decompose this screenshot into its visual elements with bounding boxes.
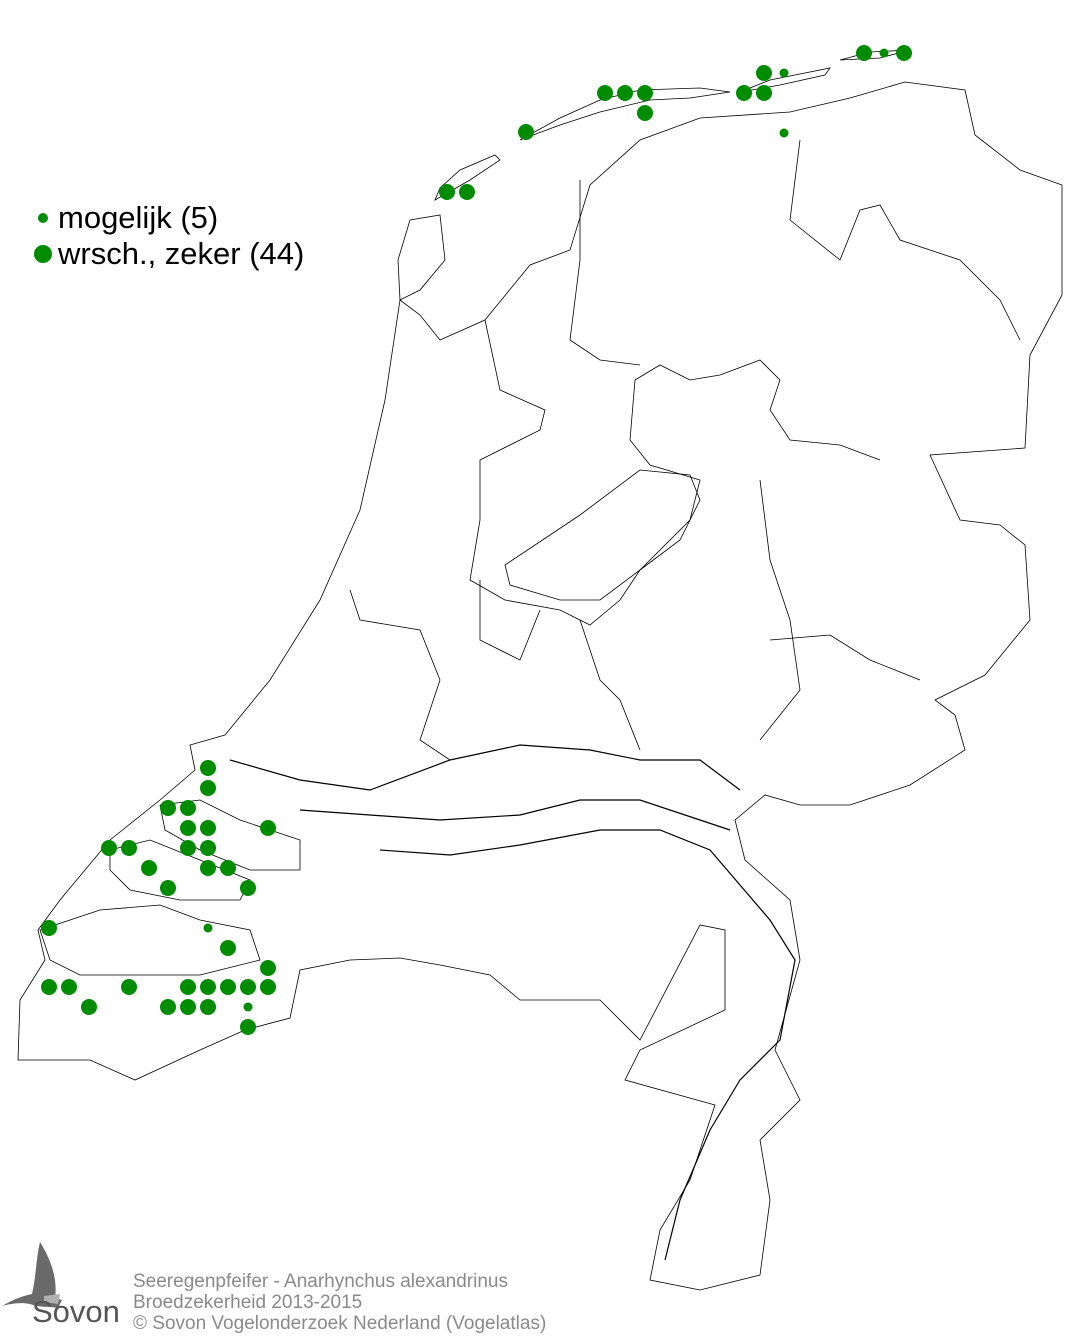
dot-probable [200, 820, 216, 836]
dot-probable [756, 65, 772, 81]
dot-probable [180, 820, 196, 836]
dot-probable [180, 840, 196, 856]
dot-probable [260, 820, 276, 836]
dot-probable [637, 105, 653, 121]
dot-probable [637, 85, 653, 101]
legend: mogelijk (5) wrsch., zeker (44) [28, 200, 304, 272]
large-dot-icon [34, 245, 52, 263]
dot-probable [896, 45, 912, 61]
dot-probable [459, 184, 475, 200]
river-waal [299, 799, 731, 831]
river-rhine [229, 744, 741, 791]
dot-probable [121, 840, 137, 856]
dot-probable [180, 999, 196, 1015]
dot-possible [779, 68, 789, 78]
dot-probable [141, 860, 157, 876]
dot-probable [856, 45, 872, 61]
dot-probable [439, 184, 455, 200]
dot-probable [200, 979, 216, 995]
dot-probable [61, 979, 77, 995]
sovon-bird-logo-icon [2, 1242, 62, 1308]
dot-probable [180, 800, 196, 816]
footer: Seeregenpfeifer - Anarhynchus alexandrin… [133, 1271, 546, 1334]
dot-probable [41, 979, 57, 995]
dot-probable [200, 840, 216, 856]
dot-probable [200, 760, 216, 776]
legend-item-probable: wrsch., zeker (44) [28, 236, 304, 272]
dot-possible [203, 923, 213, 933]
map-outline [17, 49, 1063, 1291]
flevoland [504, 469, 701, 601]
river-maas [379, 829, 796, 1261]
dot-probable [200, 999, 216, 1015]
dot-probable [200, 860, 216, 876]
dot-probable [160, 880, 176, 896]
species-title: Seeregenpfeifer - Anarhynchus alexandrin… [133, 1271, 508, 1292]
dot-probable [220, 979, 236, 995]
legend-label: mogelijk (5) [58, 200, 219, 235]
dot-probable [240, 880, 256, 896]
dot-probable [260, 979, 276, 995]
map-subtitle: Broedzekerheid 2013-2015 [133, 1292, 363, 1313]
zeeland-islands [39, 799, 301, 976]
dot-probable [220, 860, 236, 876]
dot-probable [41, 920, 57, 936]
dot-probable [160, 800, 176, 816]
dot-probable [597, 85, 613, 101]
dot-probable [180, 979, 196, 995]
dot-probable [240, 1019, 256, 1035]
dot-probable [121, 979, 137, 995]
dot-possible [779, 128, 789, 138]
copyright: © Sovon Vogelonderzoek Nederland (Vogela… [133, 1313, 547, 1334]
observation-dots [41, 45, 912, 1035]
dot-probable [240, 979, 256, 995]
dot-probable [617, 85, 633, 101]
dot-possible [879, 48, 889, 58]
small-dot-icon [38, 213, 48, 223]
legend-item-possible: mogelijk (5) [28, 200, 304, 236]
wadden-islands [397, 49, 911, 301]
dot-probable [101, 840, 117, 856]
dot-probable [518, 124, 534, 140]
dot-probable [756, 85, 772, 101]
dot-probable [736, 85, 752, 101]
country-border [17, 81, 1063, 1291]
dot-probable [260, 960, 276, 976]
dot-probable [220, 940, 236, 956]
dot-probable [200, 780, 216, 796]
legend-label: wrsch., zeker (44) [58, 236, 305, 271]
logo-text: Sovon [32, 1294, 120, 1329]
dot-possible [243, 1002, 253, 1012]
province-borders [349, 139, 1021, 761]
dot-probable [160, 999, 176, 1015]
dot-probable [81, 999, 97, 1015]
ijsselmeer-shore [469, 319, 881, 626]
